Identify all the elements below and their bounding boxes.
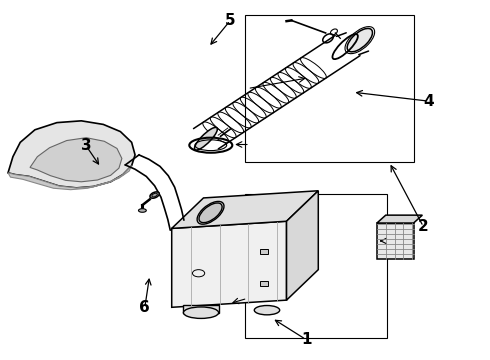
Ellipse shape [254, 306, 280, 315]
Bar [377, 223, 414, 259]
Text: 1: 1 [301, 332, 311, 347]
Bar [260, 249, 269, 253]
Text: 6: 6 [140, 300, 150, 315]
Ellipse shape [195, 127, 218, 150]
Bar [260, 282, 269, 286]
Polygon shape [172, 191, 318, 228]
Bar [245, 15, 414, 162]
Ellipse shape [150, 192, 159, 198]
Text: 3: 3 [81, 139, 92, 153]
Text: 2: 2 [418, 219, 429, 234]
Polygon shape [377, 215, 422, 223]
Polygon shape [8, 121, 135, 188]
Ellipse shape [199, 203, 222, 222]
Polygon shape [8, 166, 132, 190]
Text: 4: 4 [423, 94, 434, 109]
Bar [183, 305, 219, 313]
Text: 5: 5 [225, 13, 236, 28]
Ellipse shape [139, 209, 147, 212]
Bar [245, 194, 387, 338]
Polygon shape [287, 191, 318, 300]
Ellipse shape [183, 307, 219, 319]
Ellipse shape [347, 28, 372, 52]
Polygon shape [172, 221, 287, 307]
Ellipse shape [152, 193, 157, 197]
Polygon shape [30, 138, 122, 182]
